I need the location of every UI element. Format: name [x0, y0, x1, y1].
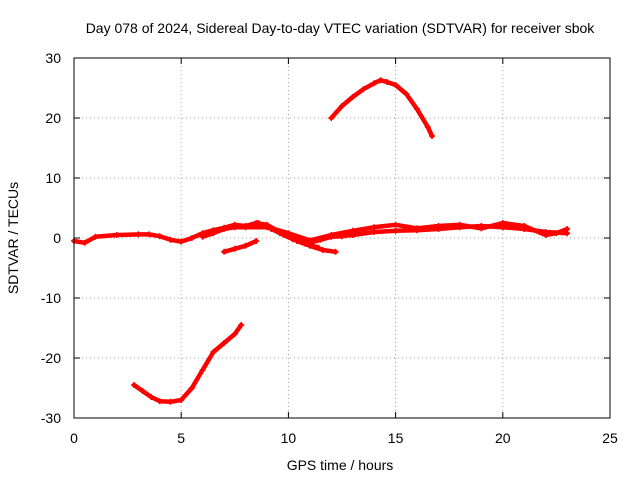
- data-point: [178, 238, 185, 245]
- data-point: [319, 247, 326, 253]
- y-tick-label: -10: [41, 290, 61, 306]
- x-tick-label: 0: [70, 430, 78, 446]
- data-point: [315, 244, 322, 251]
- y-tick-label: 30: [45, 50, 61, 66]
- data-point: [199, 233, 206, 240]
- data-point: [221, 226, 228, 232]
- data-point: [424, 124, 431, 130]
- data-point: [131, 382, 138, 388]
- data-point: [328, 232, 335, 238]
- data-point: [456, 221, 463, 228]
- data-point: [542, 232, 549, 238]
- data-point: [178, 397, 185, 403]
- y-tick-label: -20: [41, 350, 61, 366]
- data-point: [478, 225, 485, 232]
- x-tick-label: 20: [495, 430, 511, 446]
- data-point: [167, 236, 174, 243]
- data-point: [221, 248, 228, 255]
- data-point: [221, 340, 228, 346]
- y-tick-label: 20: [45, 110, 61, 126]
- data-point: [167, 398, 174, 405]
- data-point: [371, 80, 378, 87]
- data-point: [306, 237, 313, 244]
- plot-frame: [73, 57, 611, 419]
- data-point: [521, 223, 528, 229]
- data-point: [210, 349, 217, 355]
- y-tick-label: -30: [41, 410, 61, 426]
- series-main-band-b: [199, 220, 571, 244]
- series-diagonal-b: [263, 223, 322, 251]
- data-point: [332, 248, 339, 255]
- data-point: [328, 115, 335, 121]
- data-point: [242, 224, 249, 231]
- y-tick-label: 10: [45, 170, 61, 186]
- data-point: [276, 230, 283, 237]
- series-line: [221, 238, 259, 255]
- data-point: [148, 394, 155, 400]
- data-point: [231, 245, 238, 252]
- chart-title: Day 078 of 2024, Sidereal Day-to-day VTE…: [86, 20, 596, 36]
- data-point: [231, 224, 238, 231]
- data-point: [156, 233, 163, 240]
- data-point: [377, 77, 384, 84]
- series-lower-arc: [131, 322, 245, 405]
- data-point: [360, 86, 367, 93]
- data-point: [135, 231, 142, 238]
- data-point: [553, 230, 560, 237]
- data-point: [188, 385, 195, 391]
- data-point: [156, 398, 163, 405]
- data-point: [392, 221, 399, 228]
- data-point: [414, 225, 421, 232]
- data-point: [253, 238, 260, 244]
- x-tick-label: 5: [177, 430, 185, 446]
- data-series: [71, 77, 571, 405]
- data-point: [255, 220, 262, 226]
- data-point: [210, 230, 217, 237]
- data-point: [289, 236, 296, 243]
- y-axis-label: SDTVAR / TECUs: [5, 182, 21, 294]
- data-point: [263, 223, 270, 229]
- data-point: [339, 103, 345, 109]
- data-point: [371, 224, 378, 231]
- series-upper-arc: [328, 77, 436, 139]
- data-point: [146, 231, 153, 238]
- data-point: [199, 367, 206, 373]
- y-tick-label: 0: [53, 230, 61, 246]
- x-tick-label: 25: [602, 430, 618, 446]
- series-lower-segment: [221, 238, 260, 255]
- data-point: [564, 226, 571, 232]
- data-point: [403, 91, 410, 97]
- x-tick-label: 10: [281, 430, 297, 446]
- data-point: [435, 223, 442, 229]
- data-point: [429, 133, 436, 139]
- series-line: [329, 77, 435, 139]
- data-point: [188, 235, 195, 241]
- data-point: [113, 232, 120, 238]
- data-point: [302, 241, 309, 247]
- data-point: [92, 233, 99, 240]
- data-point: [349, 227, 356, 234]
- data-point: [139, 388, 146, 394]
- data-point: [414, 106, 421, 112]
- x-tick-label: 15: [388, 430, 404, 446]
- data-point: [392, 82, 399, 88]
- data-point: [349, 94, 356, 100]
- series-line: [131, 322, 244, 405]
- data-point: [392, 227, 399, 234]
- data-point: [81, 239, 88, 246]
- data-point: [499, 220, 506, 226]
- data-point: [238, 322, 245, 328]
- data-point: [231, 331, 238, 337]
- data-point: [384, 79, 391, 85]
- x-axis-label: GPS time / hours: [287, 457, 394, 473]
- data-point: [242, 242, 249, 249]
- axis-ticks: 0 5 10 15 20 25 -30 -20 -10 0 10 20 30: [41, 50, 618, 446]
